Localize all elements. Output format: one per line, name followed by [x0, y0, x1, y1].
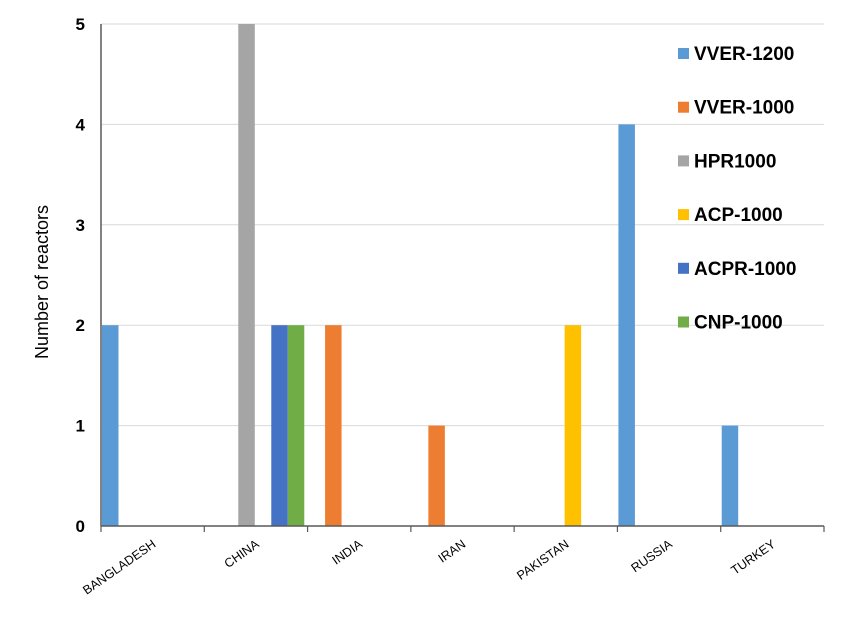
bar-russia-vver-1200 — [618, 124, 635, 527]
y-tick-label: 2 — [76, 316, 85, 335]
y-tick-label: 0 — [76, 517, 85, 536]
legend-swatch — [678, 48, 689, 59]
legend-label: ACP-1000 — [694, 205, 783, 226]
y-axis-label: Number of reactors — [32, 205, 52, 359]
legend-label: ACPR-1000 — [694, 259, 796, 280]
y-tick-labels: 0 1 2 3 4 5 — [76, 15, 86, 536]
y-tick-label: 5 — [76, 15, 85, 34]
legend-swatch — [678, 155, 689, 167]
bar-turkey-vver-1200 — [721, 425, 739, 526]
x-tick-label: BANGLADESH — [80, 537, 158, 597]
axes — [100, 24, 824, 527]
x-tick-label: CHINA — [222, 537, 262, 571]
bar-china-hpr1000 — [238, 24, 255, 526]
legend-swatch — [678, 316, 689, 328]
x-tick-label: IRAN — [436, 537, 469, 566]
legend-label: CNP-1000 — [694, 313, 783, 334]
y-tick-label: 1 — [76, 417, 85, 436]
legend-swatch — [678, 209, 689, 221]
x-tick-label: TURKEY — [729, 537, 779, 578]
legend-label: VVER-1000 — [694, 98, 794, 119]
gridlines — [101, 23, 824, 427]
legend-swatch — [678, 101, 689, 113]
bar-china-cnp-1000 — [287, 325, 305, 526]
bar-pakistan-acp-1000 — [564, 325, 582, 526]
bar-india-vver-1000 — [325, 325, 342, 526]
bars — [102, 24, 739, 527]
bar-iran-vver-1000 — [428, 425, 445, 526]
legend-label: HPR1000 — [694, 151, 776, 172]
x-tick-label: RUSSIA — [629, 537, 676, 576]
legend-swatch — [678, 262, 689, 274]
x-tick-label: INDIA — [330, 537, 366, 568]
x-tick-label: PAKISTAN — [514, 537, 571, 583]
y-tick-label: 4 — [76, 115, 86, 134]
bar-china-acpr-1000 — [271, 325, 288, 526]
bar-bangladesh-vver-1200 — [102, 325, 119, 526]
y-tick-label: 3 — [76, 216, 85, 235]
legend-label: VVER-1200 — [694, 44, 794, 65]
legend: VVER-1200 VVER-1000 HPR1000 ACP-1000 ACPR-10… — [678, 44, 796, 334]
x-tick-labels: BANGLADESH CHINA INDIA IRAN PAKISTAN RUSSIA TU… — [80, 526, 825, 597]
